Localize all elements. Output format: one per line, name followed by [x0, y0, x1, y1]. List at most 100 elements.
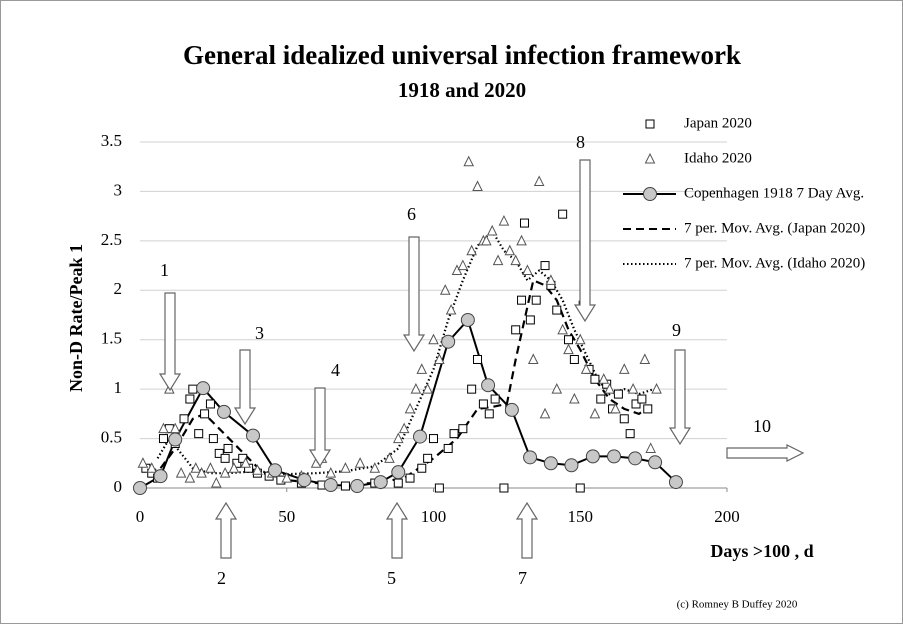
- y-tick-label: 1: [114, 378, 123, 397]
- legend-label: 7 per. Mov. Avg. (Japan 2020): [684, 220, 865, 236]
- square-marker: [590, 374, 600, 384]
- annotation-label: 7: [518, 568, 527, 588]
- triangle-marker: [158, 422, 169, 434]
- square-marker: [511, 325, 521, 335]
- triangle-marker: [457, 259, 469, 271]
- credit: (c) Romney B Duffey 2020: [677, 599, 798, 611]
- triangle-marker: [196, 467, 207, 478]
- triangle-marker: [137, 457, 149, 468]
- circle-marker: [297, 473, 312, 488]
- y-tick-label: 2: [114, 279, 123, 298]
- square-marker: [449, 429, 459, 439]
- square-marker: [158, 434, 168, 444]
- square-marker: [490, 394, 500, 404]
- y-tick-label: 0.5: [101, 427, 122, 446]
- square-marker: [223, 443, 233, 453]
- square-marker: [484, 409, 494, 419]
- triangle-marker: [240, 457, 251, 468]
- triangle-marker: [610, 402, 621, 414]
- circle-marker: [648, 455, 663, 470]
- circle-marker: [441, 334, 456, 349]
- square-marker: [558, 209, 568, 219]
- annotation-arrow: [668, 349, 692, 446]
- square-marker: [405, 473, 415, 483]
- annotation-arrow: [158, 292, 182, 392]
- triangle-marker: [410, 383, 422, 394]
- y-tick-label: 1.5: [101, 329, 122, 348]
- x-tick-label: 100: [421, 507, 447, 526]
- triangle-marker: [252, 464, 263, 475]
- square-marker: [434, 483, 444, 493]
- triangle-marker: [527, 353, 539, 364]
- triangle-marker: [228, 462, 240, 473]
- square-marker: [214, 448, 224, 458]
- square-marker: [238, 453, 248, 463]
- legend-label: 7 per. Mov. Avg. (Idaho 2020): [684, 255, 865, 271]
- square-marker: [643, 404, 653, 414]
- annotation-label: 1: [160, 260, 169, 280]
- circle-marker: [168, 432, 183, 447]
- triangle-marker: [354, 457, 366, 468]
- annotation-arrow: [515, 501, 539, 559]
- chart-subtitle: 1918 and 2020: [398, 78, 526, 102]
- square-marker: [467, 384, 477, 394]
- chart-title: General idealized universal infection fr…: [183, 40, 741, 70]
- triangle-marker: [340, 462, 351, 473]
- annotation-label: 9: [672, 320, 681, 340]
- triangle-marker: [205, 462, 216, 473]
- triangle-marker: [504, 244, 516, 256]
- square-marker: [200, 409, 210, 419]
- triangle-marker: [618, 363, 630, 374]
- circle-marker: [668, 475, 683, 490]
- triangle-marker: [434, 353, 445, 364]
- annotation-label: 6: [407, 204, 416, 224]
- triangle-marker: [445, 303, 457, 315]
- circle-marker: [643, 187, 657, 201]
- annotation-label: 3: [255, 323, 264, 343]
- triangle-marker: [481, 234, 492, 246]
- triangle-marker: [392, 432, 404, 444]
- triangle-marker: [325, 467, 337, 478]
- circle-marker: [153, 469, 168, 484]
- square-marker: [194, 429, 204, 439]
- triangle-marker: [466, 244, 477, 256]
- square-marker: [417, 463, 427, 473]
- square-marker: [458, 424, 468, 434]
- y-tick-label: 0: [114, 477, 123, 496]
- square-marker: [423, 453, 433, 463]
- circle-marker: [564, 458, 579, 473]
- triangle-marker: [398, 422, 410, 434]
- square-marker: [185, 394, 195, 404]
- circle-marker: [481, 378, 496, 393]
- annotation-arrow: [233, 349, 257, 426]
- circle-marker: [350, 479, 365, 494]
- triangle-marker: [516, 234, 527, 246]
- square-marker: [393, 478, 403, 488]
- square-marker: [540, 261, 550, 271]
- triangle-marker: [574, 333, 586, 345]
- square-marker: [619, 414, 629, 424]
- square-marker: [613, 389, 623, 399]
- square-marker: [525, 315, 535, 325]
- annotation-arrow: [385, 501, 409, 559]
- triangle-marker: [422, 383, 433, 394]
- circle-marker: [373, 475, 388, 490]
- triangle-marker: [439, 284, 451, 295]
- triangle-marker: [281, 471, 293, 483]
- annotation-arrow: [726, 444, 805, 462]
- x-tick-label: 200: [714, 507, 740, 526]
- circle-marker: [196, 381, 211, 396]
- circle-marker: [523, 450, 538, 465]
- square-marker: [205, 399, 215, 409]
- square-marker: [220, 453, 230, 463]
- x-axis-label: Days >100 , d: [710, 541, 813, 561]
- annotation-arrow: [308, 387, 332, 468]
- annotation-arrow: [573, 159, 597, 323]
- circle-marker: [216, 404, 231, 419]
- triangle-marker: [211, 476, 222, 488]
- circle-marker: [460, 312, 475, 327]
- triangle-marker: [492, 254, 504, 266]
- x-tick-label: 150: [568, 507, 594, 526]
- square-marker: [208, 434, 218, 444]
- square-marker: [443, 443, 453, 453]
